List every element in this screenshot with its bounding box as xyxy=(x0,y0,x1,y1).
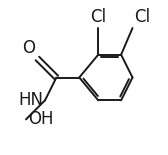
Text: Cl: Cl xyxy=(134,8,151,26)
Text: O: O xyxy=(23,39,35,57)
Text: HN: HN xyxy=(18,91,43,109)
Text: OH: OH xyxy=(28,110,53,128)
Text: Cl: Cl xyxy=(90,8,106,26)
